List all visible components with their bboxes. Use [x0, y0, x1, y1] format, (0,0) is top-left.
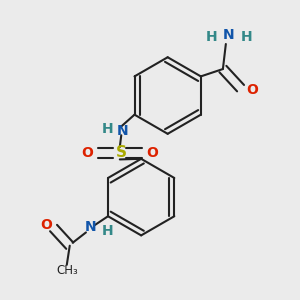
Text: H: H [241, 30, 252, 44]
Text: N: N [223, 28, 235, 42]
Text: O: O [247, 82, 258, 97]
Text: H: H [205, 30, 217, 44]
Text: O: O [146, 146, 158, 160]
Text: CH₃: CH₃ [56, 264, 78, 277]
Text: N: N [117, 124, 129, 138]
Text: S: S [116, 146, 127, 160]
Text: H: H [102, 122, 114, 136]
Text: N: N [85, 220, 96, 234]
Text: O: O [40, 218, 52, 232]
Text: H: H [102, 224, 114, 238]
Text: O: O [82, 146, 93, 160]
